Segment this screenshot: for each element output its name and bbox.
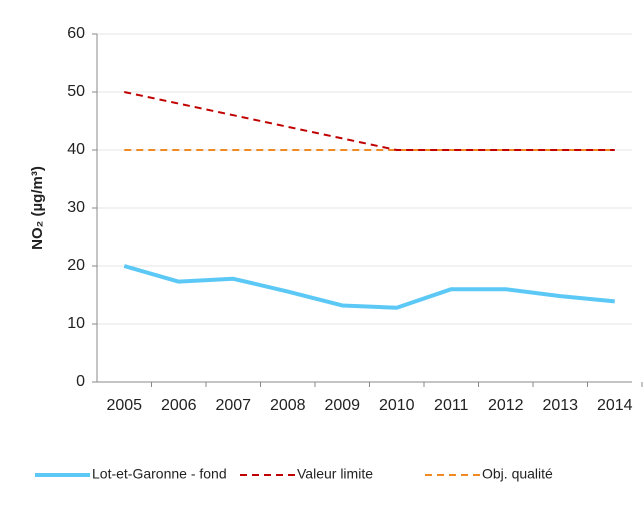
legend-label: Lot-et-Garonne - fond bbox=[92, 466, 227, 482]
x-tick-label: 2012 bbox=[488, 397, 524, 414]
y-tick-label: 20 bbox=[67, 257, 85, 274]
y-tick-label: 30 bbox=[67, 199, 85, 216]
y-tick-label: 60 bbox=[67, 25, 85, 42]
legend-label: Obj. qualité bbox=[482, 466, 553, 482]
series-line bbox=[124, 91, 615, 151]
x-tick-label: 2011 bbox=[434, 397, 469, 414]
y-tick-label: 10 bbox=[67, 315, 85, 332]
y-tick-label: 50 bbox=[67, 83, 85, 100]
y-axis-label: NO₂ (µg/m³) bbox=[29, 166, 46, 250]
x-tick-label: 2005 bbox=[106, 397, 142, 414]
x-tick-label: 2006 bbox=[161, 397, 197, 414]
y-tick-label: 0 bbox=[76, 373, 85, 390]
x-tick-label: 2009 bbox=[324, 397, 360, 414]
x-tick-label: 2010 bbox=[379, 397, 415, 414]
x-tick-label: 2008 bbox=[270, 397, 306, 414]
x-tick-label: 2007 bbox=[215, 397, 251, 414]
x-tick-label: 2013 bbox=[542, 397, 578, 414]
legend-label: Valeur limite bbox=[297, 466, 373, 482]
series-line bbox=[123, 264, 615, 310]
x-tick-label: 2014 bbox=[597, 397, 633, 414]
y-tick-label: 40 bbox=[67, 141, 85, 158]
